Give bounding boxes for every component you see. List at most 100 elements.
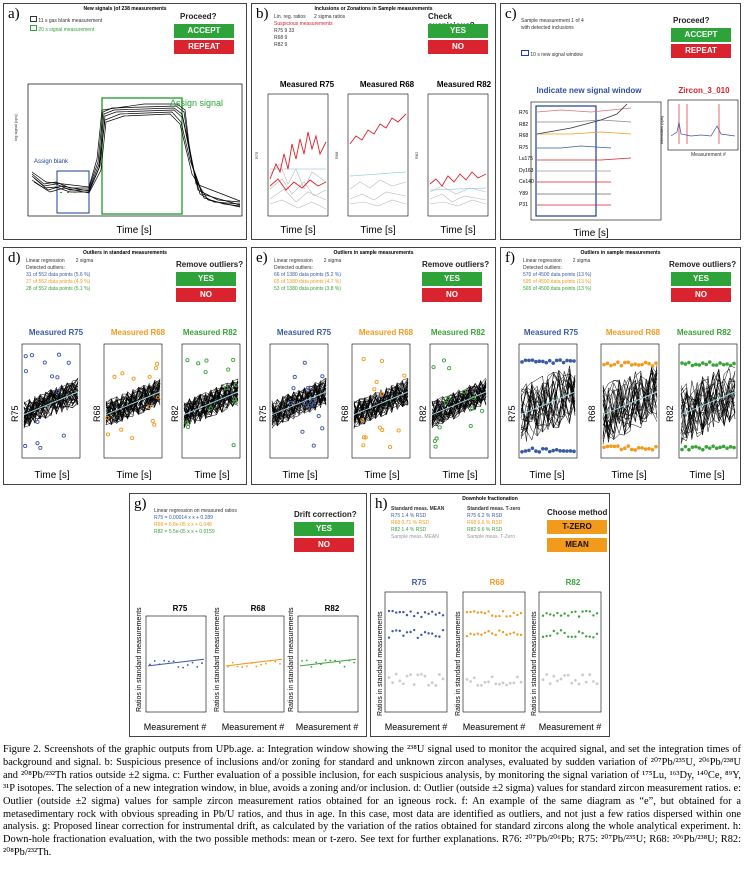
outlier-point bbox=[520, 449, 524, 454]
outlier-point bbox=[468, 423, 473, 429]
outlier-plots bbox=[21, 343, 241, 459]
outlier-point bbox=[154, 361, 160, 366]
x-axis-label-3: Time [s] bbox=[194, 470, 230, 481]
sample-point bbox=[480, 683, 483, 687]
outlier-point bbox=[619, 363, 624, 368]
repeat-button[interactable]: REPEAT bbox=[174, 40, 234, 54]
outlier-point bbox=[683, 444, 688, 449]
yes-button[interactable]: YES bbox=[294, 522, 354, 536]
no-button[interactable]: NO bbox=[428, 40, 488, 54]
panel-b: b) Inclusions or Zonations in Sample mea… bbox=[251, 3, 496, 240]
accept-button[interactable]: ACCEPT bbox=[671, 28, 731, 42]
sample-point bbox=[398, 679, 402, 683]
panel-g: g) Linear regression on measured ratios … bbox=[129, 493, 367, 737]
data-point bbox=[201, 662, 203, 664]
outlier-point bbox=[316, 413, 321, 419]
data-point bbox=[182, 666, 184, 669]
y-axis-label-2: Ratios in standard measurements bbox=[455, 611, 462, 716]
outlier-point bbox=[320, 374, 325, 379]
x-axis-label-1: Time [s] bbox=[282, 470, 318, 481]
plot-frame bbox=[181, 343, 241, 459]
yes-button[interactable]: YES bbox=[671, 272, 731, 286]
row-label: Dy163 bbox=[519, 167, 534, 174]
outlier-point bbox=[23, 354, 28, 359]
plot-frame bbox=[462, 591, 526, 713]
mean-point bbox=[595, 632, 599, 636]
outlier-point bbox=[541, 446, 545, 451]
sample-point bbox=[574, 679, 577, 682]
signal-trace bbox=[183, 383, 239, 425]
subplot-title-r68: Measured R68 bbox=[358, 328, 414, 337]
no-button[interactable]: NO bbox=[671, 288, 731, 302]
tzero-point bbox=[420, 615, 423, 619]
x-axis-label-3: Time [s] bbox=[442, 470, 478, 481]
no-button[interactable]: NO bbox=[294, 538, 354, 552]
subplot-title-r82: Measured R82 bbox=[676, 328, 732, 337]
data-point bbox=[172, 660, 175, 663]
outlier-point bbox=[379, 391, 385, 396]
outlier-point bbox=[306, 385, 311, 390]
repeat-button[interactable]: REPEAT bbox=[671, 44, 731, 58]
tzero-point bbox=[483, 611, 487, 615]
y-axis-label-r68: R68 bbox=[340, 405, 350, 422]
tzero-point bbox=[585, 609, 588, 613]
outlier-r68: 65 of 1380 data points (4.7 %) bbox=[274, 279, 341, 285]
mean-point bbox=[585, 635, 588, 638]
no-button[interactable]: NO bbox=[176, 288, 236, 302]
yes-button[interactable]: YES bbox=[428, 24, 488, 38]
outlier-point bbox=[609, 444, 613, 448]
inset-x-label: Measurement # bbox=[691, 152, 726, 158]
mean-point bbox=[552, 629, 555, 633]
legend: Linear regression on measured ratios R75… bbox=[154, 508, 237, 536]
legend: Linear regression 2 sigma Detected outli… bbox=[274, 258, 341, 293]
legend-linreg: Lin. reg. ratios bbox=[274, 14, 306, 20]
outlier-point bbox=[554, 358, 559, 363]
plot-frame bbox=[600, 343, 660, 459]
data-point bbox=[163, 659, 166, 662]
outlier-point bbox=[623, 360, 627, 365]
subplot-title-r82: R82 bbox=[324, 604, 340, 613]
sample-point bbox=[441, 677, 445, 681]
outlier-point bbox=[554, 447, 559, 452]
tzero-sample: Sample meas. T-Zero bbox=[467, 534, 515, 540]
mean-point bbox=[516, 633, 519, 636]
panel-c: c) Sample measurement 1 of 4 with detect… bbox=[500, 3, 741, 240]
no-button[interactable]: NO bbox=[422, 288, 482, 302]
yes-button[interactable]: YES bbox=[176, 272, 236, 286]
row-label: Ce140 bbox=[519, 179, 534, 185]
tzero-point bbox=[494, 615, 497, 618]
outlier-point bbox=[119, 427, 124, 432]
signal-trace bbox=[271, 385, 327, 429]
outlier-r75: 570 of 4500 data points (13 %) bbox=[523, 272, 592, 278]
sample-point bbox=[581, 673, 584, 677]
y-axis-label-r68: R68 bbox=[587, 405, 597, 422]
sample-point bbox=[519, 680, 523, 684]
outlier-point bbox=[629, 447, 634, 452]
outlier-point bbox=[61, 433, 66, 438]
mean-r82: R82 1.4 % RSD bbox=[391, 527, 427, 533]
mean-point bbox=[480, 633, 483, 636]
sample-point bbox=[541, 678, 545, 682]
x-axis-label-3: Measurement # bbox=[538, 722, 602, 732]
signal-trace bbox=[105, 382, 161, 422]
mean-button[interactable]: MEAN bbox=[547, 538, 607, 552]
signal-trace bbox=[602, 367, 658, 437]
tzero-button[interactable]: T-ZERO bbox=[547, 520, 607, 534]
outlier-point bbox=[707, 360, 712, 364]
yes-button[interactable]: YES bbox=[422, 272, 482, 286]
plot-frame bbox=[538, 591, 602, 713]
x-axis-label-2: Measurement # bbox=[462, 722, 526, 732]
tzero-point bbox=[487, 610, 490, 613]
outlier-point bbox=[379, 358, 385, 364]
x-axis-label-3: Time [s] bbox=[689, 470, 725, 481]
signal-trace bbox=[271, 389, 327, 416]
tzero-point bbox=[409, 610, 412, 613]
accept-button[interactable]: ACCEPT bbox=[174, 24, 234, 38]
outlier-point bbox=[185, 358, 190, 363]
signal-trace bbox=[353, 381, 409, 420]
signal-trace bbox=[23, 387, 79, 426]
mean-point bbox=[512, 631, 515, 634]
regression-line bbox=[183, 391, 239, 416]
mean-point bbox=[509, 632, 512, 635]
mean-point bbox=[416, 636, 419, 640]
